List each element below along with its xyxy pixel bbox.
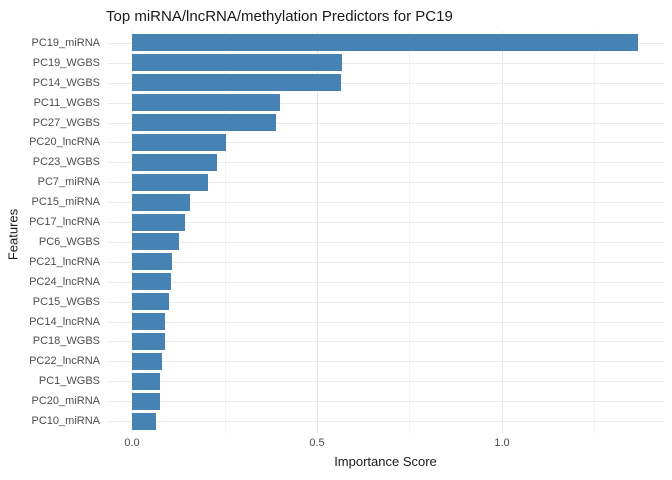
y-gridline — [107, 381, 664, 382]
x-major-gridline — [317, 31, 318, 433]
y-gridline — [107, 162, 664, 163]
chart-title: Top miRNA/lncRNA/methylation Predictors … — [106, 8, 453, 25]
y-tick-label: PC11_WGBS — [33, 97, 100, 109]
bar-PC1_WGBS — [132, 373, 160, 390]
y-gridline — [107, 421, 664, 422]
y-gridline — [107, 123, 664, 124]
y-gridline — [107, 341, 664, 342]
y-gridline — [107, 282, 664, 283]
y-gridline — [107, 322, 664, 323]
y-tick-label: PC6_WGBS — [38, 236, 100, 248]
y-tick-label: PC19_WGBS — [32, 57, 100, 69]
x-major-gridline — [132, 31, 133, 433]
y-tick-label: PC27_WGBS — [32, 117, 100, 129]
y-gridline — [107, 83, 664, 84]
x-tick-label: 0.5 — [309, 437, 325, 449]
y-tick-label: PC20_lncRNA — [29, 136, 100, 148]
x-tick-label: 1.0 — [494, 437, 510, 449]
y-gridline — [107, 202, 664, 203]
y-tick-label: PC21_lncRNA — [29, 256, 100, 268]
x-axis-title: Importance Score — [334, 454, 437, 469]
y-gridline — [107, 142, 664, 143]
y-tick-label: PC14_lncRNA — [29, 316, 100, 328]
bar-PC22_lncRNA — [132, 353, 162, 370]
y-tick-label: PC20_miRNA — [31, 395, 100, 407]
bar-PC7_miRNA — [132, 174, 208, 191]
bar-PC20_miRNA — [132, 393, 160, 410]
bar-PC15_miRNA — [132, 194, 190, 211]
plot-panel — [107, 31, 664, 433]
bar-PC11_WGBS — [132, 94, 280, 111]
bar-PC23_WGBS — [132, 154, 217, 171]
y-tick-label: PC10_miRNA — [31, 415, 100, 427]
y-gridline — [107, 242, 664, 243]
y-gridline — [107, 103, 664, 104]
bar-PC15_WGBS — [132, 293, 169, 310]
y-gridline — [107, 222, 664, 223]
bar-PC10_miRNA — [132, 413, 156, 430]
y-tick-label: PC15_WGBS — [32, 296, 100, 308]
bar-PC6_WGBS — [132, 233, 179, 250]
y-gridline — [107, 361, 664, 362]
y-gridline — [107, 262, 664, 263]
bar-PC18_WGBS — [132, 333, 165, 350]
y-tick-label: PC14_WGBS — [32, 77, 100, 89]
x-tick-label: 0.0 — [124, 437, 140, 449]
bar-PC19_WGBS — [132, 54, 342, 71]
bar-PC24_lncRNA — [132, 273, 171, 290]
bar-PC27_WGBS — [132, 114, 276, 131]
y-tick-label: PC23_WGBS — [32, 156, 100, 168]
x-major-gridline — [502, 31, 503, 433]
y-tick-label: PC19_miRNA — [31, 37, 100, 49]
bar-PC17_lncRNA — [132, 214, 185, 231]
y-tick-label: PC15_miRNA — [31, 196, 100, 208]
bar-PC19_miRNA — [132, 34, 638, 51]
y-gridline — [107, 401, 664, 402]
x-minor-gridline — [225, 31, 226, 433]
bar-PC21_lncRNA — [132, 253, 172, 270]
bar-PC14_lncRNA — [132, 313, 165, 330]
y-gridline — [107, 182, 664, 183]
y-tick-label: PC17_lncRNA — [29, 216, 100, 228]
x-minor-gridline — [594, 31, 595, 433]
y-tick-label: PC18_WGBS — [32, 335, 100, 347]
y-gridline — [107, 302, 664, 303]
y-tick-label: PC24_lncRNA — [29, 276, 100, 288]
y-gridline — [107, 63, 664, 64]
y-tick-label: PC7_miRNA — [37, 176, 100, 188]
x-minor-gridline — [409, 31, 410, 433]
bar-PC20_lncRNA — [132, 134, 226, 151]
bar-PC14_WGBS — [132, 74, 341, 91]
y-tick-label: PC22_lncRNA — [29, 355, 100, 367]
y-tick-label: PC1_WGBS — [38, 375, 100, 387]
